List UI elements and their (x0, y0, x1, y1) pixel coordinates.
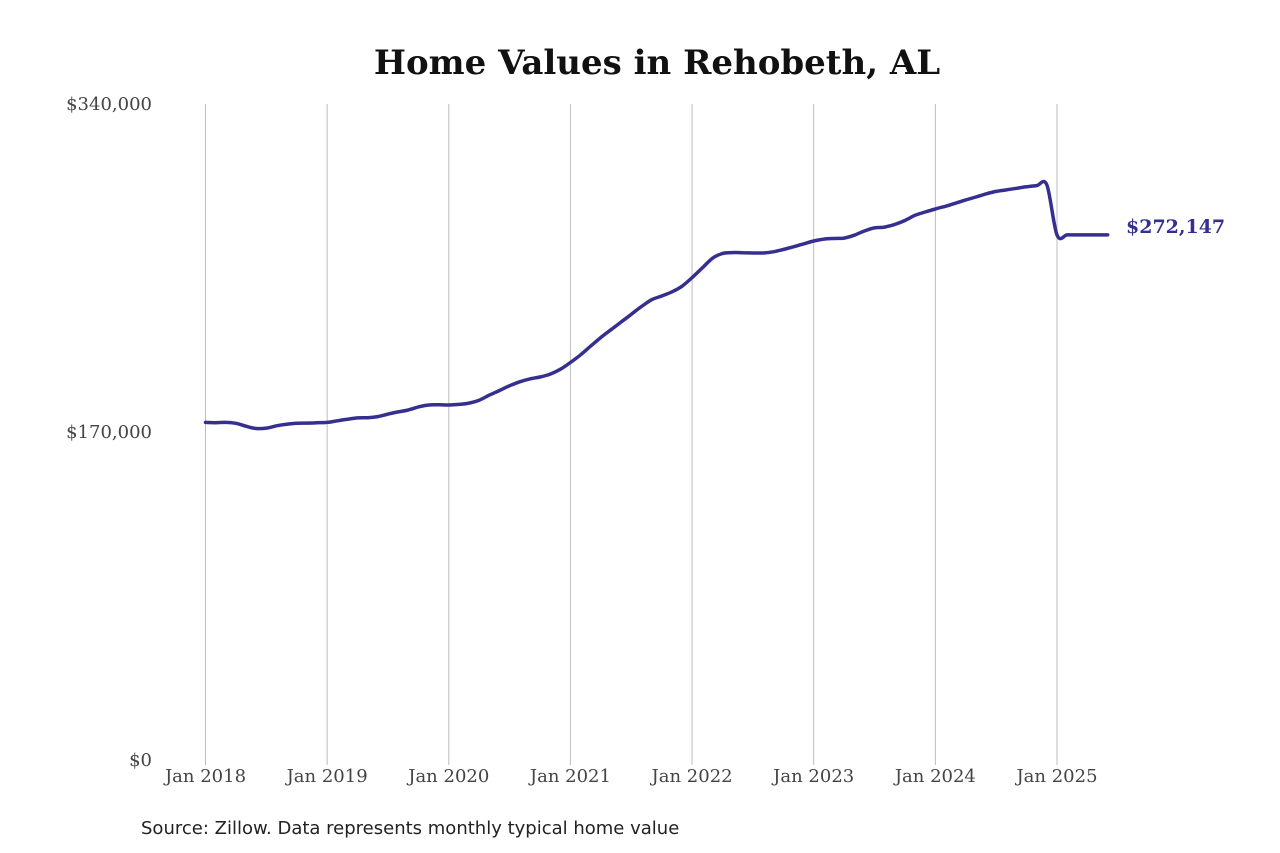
end-value-label: $272,147 (1126, 216, 1225, 238)
x-tick-label: Jan 2023 (771, 766, 854, 787)
y-tick-label: $170,000 (66, 422, 152, 443)
x-tick-label: Jan 2024 (893, 766, 976, 787)
y-tick-label: $340,000 (66, 94, 152, 115)
x-axis-ticks: Jan 2018 Jan 2019 Jan 2020 Jan 2021 Jan 2022… (163, 766, 1098, 787)
x-tick-label: Jan 2018 (163, 766, 246, 787)
source-note: Source: Zillow. Data represents monthly … (141, 818, 679, 839)
x-tick-label: Jan 2025 (1014, 766, 1097, 787)
y-axis-ticks: $0 $170,000 $340,000 (66, 94, 152, 771)
y-tick-label: $0 (129, 750, 152, 771)
x-tick-label: Jan 2021 (528, 766, 611, 787)
x-tick-label: Jan 2019 (285, 766, 368, 787)
x-tick-label: Jan 2022 (650, 766, 733, 787)
gridlines (205, 104, 1058, 765)
chart-title: Home Values in Rehobeth, AL (374, 43, 940, 83)
x-tick-label: Jan 2020 (406, 766, 489, 787)
home-value-line (203, 179, 1110, 431)
